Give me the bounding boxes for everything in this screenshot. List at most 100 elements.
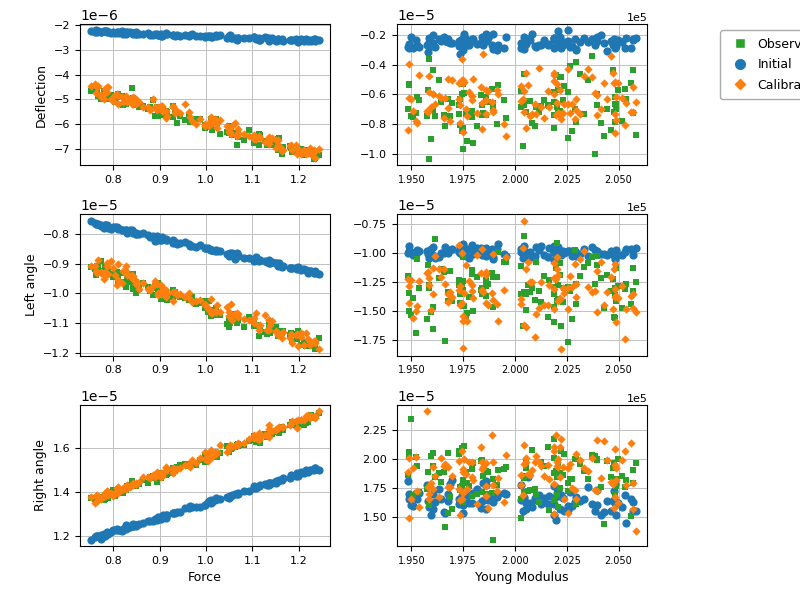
Point bbox=[204, 499, 217, 508]
Point bbox=[142, 517, 154, 526]
Point bbox=[259, 137, 272, 146]
Point bbox=[519, 248, 532, 257]
Point bbox=[262, 137, 275, 146]
Point bbox=[606, 249, 619, 259]
Point bbox=[429, 472, 442, 482]
Point bbox=[116, 29, 129, 38]
Point bbox=[154, 512, 167, 522]
Point bbox=[492, 316, 505, 325]
Point bbox=[410, 452, 422, 461]
Point bbox=[106, 272, 119, 282]
Point bbox=[486, 44, 499, 54]
Point bbox=[429, 497, 442, 506]
Point bbox=[420, 112, 433, 121]
Point bbox=[564, 460, 577, 469]
Point bbox=[542, 244, 555, 253]
Point bbox=[294, 144, 307, 154]
Point bbox=[475, 285, 488, 295]
Point bbox=[588, 287, 601, 296]
Point bbox=[151, 111, 164, 121]
Point bbox=[123, 482, 136, 491]
Point bbox=[249, 34, 262, 44]
Point bbox=[462, 481, 475, 491]
Point bbox=[554, 258, 566, 268]
Point bbox=[490, 480, 503, 490]
Point bbox=[154, 106, 167, 115]
Point bbox=[586, 453, 598, 463]
Point bbox=[601, 287, 614, 297]
Point bbox=[456, 250, 469, 259]
Point bbox=[402, 298, 415, 308]
Point bbox=[133, 520, 146, 529]
Point bbox=[102, 82, 114, 92]
Point bbox=[302, 36, 314, 46]
Point bbox=[606, 274, 619, 283]
Point bbox=[92, 495, 105, 505]
Point bbox=[457, 124, 470, 133]
Point bbox=[290, 146, 302, 156]
Point bbox=[298, 469, 310, 478]
Point bbox=[604, 272, 617, 282]
Point bbox=[130, 229, 143, 239]
Point bbox=[262, 35, 275, 44]
Point bbox=[271, 476, 284, 485]
Point bbox=[298, 415, 310, 425]
Point bbox=[570, 248, 582, 258]
Point bbox=[548, 509, 561, 518]
Point bbox=[183, 111, 196, 121]
Point bbox=[422, 54, 435, 64]
Point bbox=[142, 104, 154, 113]
Point bbox=[413, 488, 426, 497]
Point bbox=[470, 489, 483, 499]
Point bbox=[205, 295, 218, 304]
Point bbox=[226, 315, 238, 325]
Point bbox=[548, 241, 561, 251]
Point bbox=[94, 221, 107, 231]
Point bbox=[554, 85, 566, 95]
Point bbox=[254, 320, 266, 329]
Point bbox=[457, 488, 470, 498]
Point bbox=[259, 429, 272, 439]
Point bbox=[294, 418, 307, 428]
Point bbox=[518, 86, 530, 95]
Point bbox=[608, 107, 621, 116]
Point bbox=[547, 302, 560, 311]
Point bbox=[456, 250, 469, 259]
Point bbox=[410, 109, 422, 118]
Point bbox=[101, 268, 114, 277]
Point bbox=[521, 34, 534, 44]
Point bbox=[291, 148, 304, 158]
Point bbox=[91, 220, 104, 229]
Point bbox=[157, 104, 170, 113]
Point bbox=[102, 94, 114, 103]
Point bbox=[403, 80, 416, 90]
Point bbox=[427, 250, 440, 260]
Point bbox=[106, 92, 119, 101]
Point bbox=[248, 318, 261, 328]
Point bbox=[519, 97, 532, 106]
Point bbox=[480, 247, 493, 256]
Point bbox=[457, 493, 470, 503]
Point bbox=[302, 148, 314, 158]
Point bbox=[214, 448, 226, 458]
Point bbox=[422, 481, 435, 491]
Point bbox=[461, 497, 474, 506]
Point bbox=[547, 97, 560, 106]
Point bbox=[253, 325, 266, 335]
Point bbox=[198, 500, 211, 510]
Point bbox=[557, 470, 570, 480]
Point bbox=[308, 413, 321, 422]
Point bbox=[548, 283, 561, 292]
Point bbox=[548, 43, 561, 53]
Point bbox=[422, 489, 435, 499]
Point bbox=[420, 484, 433, 493]
Point bbox=[490, 45, 503, 55]
Point bbox=[467, 293, 480, 303]
Point bbox=[492, 247, 505, 257]
Point bbox=[298, 151, 310, 160]
Point bbox=[528, 41, 541, 51]
Point bbox=[598, 507, 610, 517]
Point bbox=[500, 113, 513, 123]
Point bbox=[109, 270, 122, 280]
Point bbox=[101, 89, 114, 99]
